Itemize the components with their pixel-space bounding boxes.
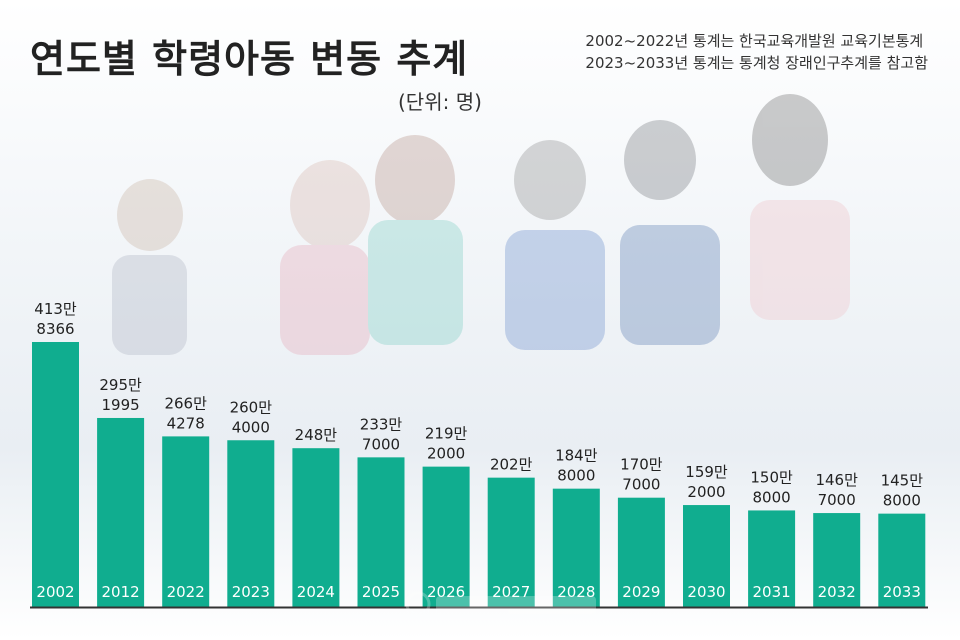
value-label-2026-line2: 2000 bbox=[427, 445, 465, 463]
bar-2023 bbox=[227, 440, 275, 607]
bar-2012 bbox=[97, 417, 145, 607]
value-label-2030-line1: 159만 bbox=[685, 463, 728, 481]
source-line-2: 2023~2033년 통계는 통계청 장래인구추계를 참고함 bbox=[585, 54, 928, 72]
x-tick-label-2025: 2025 bbox=[362, 583, 400, 601]
value-label-2032-line2: 7000 bbox=[818, 491, 856, 509]
source-line-1: 2002~2022년 통계는 한국교육개발원 교육기본통계 bbox=[585, 32, 924, 50]
bar-2022 bbox=[162, 436, 210, 607]
bar-2033 bbox=[878, 513, 926, 607]
x-tick-label-2032: 2032 bbox=[818, 583, 856, 601]
value-label-2012-line2: 1995 bbox=[102, 396, 140, 414]
value-label-2029-line1: 170만 bbox=[620, 456, 663, 474]
value-label-2032-line1: 146만 bbox=[815, 471, 858, 489]
bar-2024 bbox=[292, 448, 340, 607]
bar-2031 bbox=[748, 510, 796, 607]
value-label-2028-line2: 8000 bbox=[557, 467, 595, 485]
bar-2030 bbox=[683, 505, 730, 607]
bar-2002 bbox=[32, 342, 79, 607]
x-tick-label-2033: 2033 bbox=[883, 583, 921, 601]
x-tick-label-2022: 2022 bbox=[167, 583, 205, 601]
bar-2032 bbox=[813, 513, 861, 607]
value-label-2002-line1: 413만 bbox=[34, 300, 77, 318]
value-label-2026-line1: 219만 bbox=[425, 425, 468, 443]
value-label-2023-line2: 4000 bbox=[232, 418, 270, 436]
x-tick-label-2027: 2027 bbox=[492, 583, 530, 601]
x-tick-label-2023: 2023 bbox=[232, 583, 270, 601]
value-label-2022-line2: 4278 bbox=[167, 414, 205, 432]
bar-2026 bbox=[422, 466, 470, 607]
value-label-2012-line1: 295만 bbox=[99, 376, 142, 394]
value-label-2023-line1: 260만 bbox=[230, 398, 273, 416]
bar-2025 bbox=[357, 457, 405, 607]
value-label-2025-line1: 233만 bbox=[360, 415, 403, 433]
x-tick-label-2026: 2026 bbox=[427, 583, 465, 601]
value-label-2033-line1: 145만 bbox=[881, 472, 924, 490]
bar-2028 bbox=[552, 488, 600, 607]
value-label-2024-line1: 248만 bbox=[295, 426, 338, 444]
x-tick-label-2028: 2028 bbox=[557, 583, 595, 601]
value-label-2030-line2: 2000 bbox=[687, 483, 725, 501]
x-tick-label-2012: 2012 bbox=[102, 583, 140, 601]
bar-2029 bbox=[617, 497, 665, 607]
value-label-2029-line2: 7000 bbox=[622, 476, 660, 494]
source-note: 2002~2022년 통계는 한국교육개발원 교육기본통계 2023~2033년… bbox=[585, 30, 928, 74]
value-label-2025-line2: 7000 bbox=[362, 435, 400, 453]
x-tick-label-2002: 2002 bbox=[36, 583, 74, 601]
x-tick-label-2031: 2031 bbox=[753, 583, 791, 601]
value-label-2031-line1: 150만 bbox=[750, 468, 793, 486]
value-label-2027-line1: 202만 bbox=[490, 456, 533, 474]
value-label-2002-line2: 8366 bbox=[36, 320, 74, 338]
unit-label: (단위: 명) bbox=[398, 90, 482, 114]
value-label-2033-line2: 8000 bbox=[883, 492, 921, 510]
watermark-logo bbox=[405, 591, 596, 617]
value-label-2031-line2: 8000 bbox=[753, 488, 791, 506]
bar-2027 bbox=[487, 477, 535, 607]
value-label-2022-line1: 266만 bbox=[164, 394, 207, 412]
value-label-2028-line1: 184만 bbox=[555, 447, 598, 465]
x-tick-label-2024: 2024 bbox=[297, 583, 335, 601]
x-tick-label-2029: 2029 bbox=[622, 583, 660, 601]
page-title: 연도별 학령아동 변동 추계 bbox=[30, 37, 469, 81]
x-tick-label-2030: 2030 bbox=[687, 583, 725, 601]
